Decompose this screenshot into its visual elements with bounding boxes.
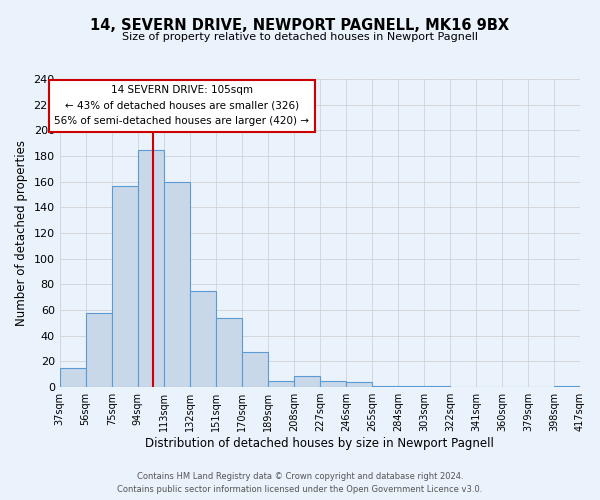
Bar [372, 386, 398, 387]
Bar [346, 382, 372, 387]
Bar [138, 150, 164, 387]
Bar [554, 386, 580, 387]
Bar [216, 318, 242, 387]
Bar [294, 376, 320, 387]
Bar [268, 380, 294, 387]
Bar [164, 182, 190, 387]
Y-axis label: Number of detached properties: Number of detached properties [15, 140, 28, 326]
Bar [112, 186, 138, 387]
Text: Contains HM Land Registry data © Crown copyright and database right 2024.: Contains HM Land Registry data © Crown c… [137, 472, 463, 481]
Bar [190, 291, 216, 387]
Bar [320, 380, 346, 387]
Text: Size of property relative to detached houses in Newport Pagnell: Size of property relative to detached ho… [122, 32, 478, 42]
Text: Contains public sector information licensed under the Open Government Licence v3: Contains public sector information licen… [118, 485, 482, 494]
Bar [86, 312, 112, 387]
Text: 14 SEVERN DRIVE: 105sqm
← 43% of detached houses are smaller (326)
56% of semi-d: 14 SEVERN DRIVE: 105sqm ← 43% of detache… [55, 85, 310, 126]
Bar [424, 386, 450, 387]
Text: 14, SEVERN DRIVE, NEWPORT PAGNELL, MK16 9BX: 14, SEVERN DRIVE, NEWPORT PAGNELL, MK16 … [91, 18, 509, 32]
Bar [398, 386, 424, 387]
Bar [242, 352, 268, 387]
Bar [59, 368, 86, 387]
X-axis label: Distribution of detached houses by size in Newport Pagnell: Distribution of detached houses by size … [145, 437, 494, 450]
